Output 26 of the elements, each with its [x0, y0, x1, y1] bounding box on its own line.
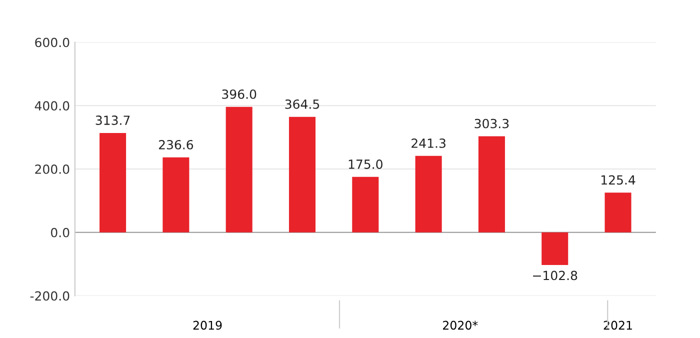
- bar: [226, 106, 252, 232]
- bar: [352, 176, 379, 232]
- y-tick-label: 0.0: [50, 228, 70, 238]
- bar: [162, 157, 190, 232]
- text: 2021: [604, 320, 632, 330]
- y-tick-label: 400.0: [34, 101, 70, 111]
- data-label: 313.7: [96, 116, 130, 125]
- bar: [415, 156, 442, 232]
- data-label: 125.4: [601, 175, 636, 185]
- text: 2020*: [443, 320, 478, 330]
- data-label: 175.0: [348, 159, 382, 169]
- data-label: 236.6: [158, 140, 194, 150]
- data-label: 303.3: [474, 118, 509, 128]
- y-tick-label: 200.0: [35, 164, 70, 174]
- bar: [478, 136, 505, 232]
- data-label: 241.3: [412, 138, 446, 148]
- text: 2019: [193, 320, 222, 330]
- y-tick-label: -200.0: [30, 291, 70, 301]
- bar: [100, 132, 126, 232]
- bar: [542, 232, 568, 265]
- data-label: 396.0: [222, 89, 256, 99]
- data-label: −102.8: [533, 270, 578, 280]
- bar: [288, 116, 316, 232]
- bar: [604, 192, 632, 232]
- data-label: 364.5: [285, 99, 320, 109]
- y-tick-label: 600.0: [35, 38, 70, 48]
